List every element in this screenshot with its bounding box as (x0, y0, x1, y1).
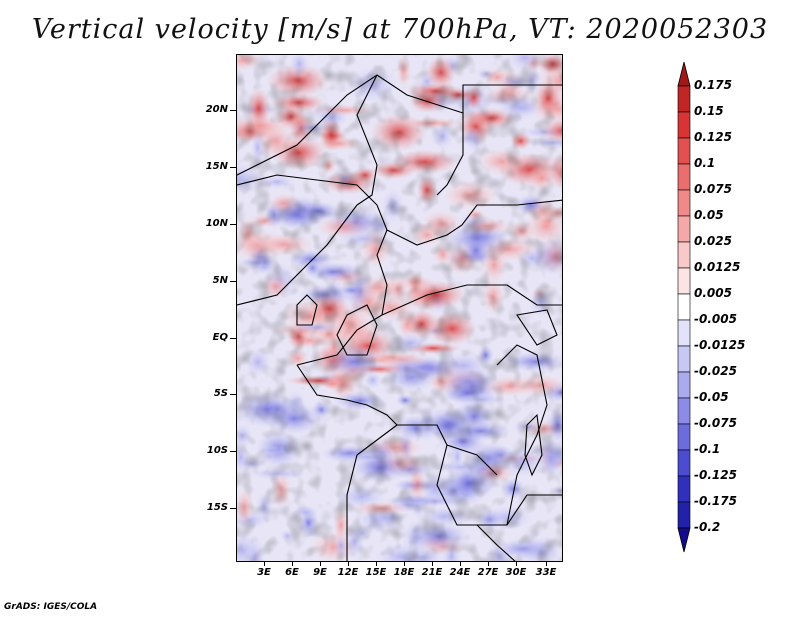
colorbar-label: -0.175 (694, 494, 737, 508)
colorbar-label: 0.175 (694, 78, 732, 92)
lat-tick (230, 224, 236, 225)
lat-tick (230, 451, 236, 452)
border-line (356, 74, 378, 206)
field-texture (237, 55, 562, 561)
colorbar-label: -0.005 (694, 312, 737, 326)
lon-label: 12E (337, 567, 359, 578)
colorbar-label: -0.0125 (694, 338, 746, 352)
border-line (476, 524, 516, 561)
colorbar-label: -0.2 (694, 520, 721, 534)
lon-label: 9E (313, 567, 327, 578)
lon-tick (432, 561, 433, 566)
lat-label: 15N (205, 161, 228, 172)
colorbar-bin (677, 137, 691, 165)
lon-label: 33E (535, 567, 557, 578)
colorbar-bin (677, 397, 691, 425)
colorbar-label: 0.0125 (694, 260, 741, 274)
border-line (296, 364, 498, 476)
lon-label: 15E (365, 567, 387, 578)
lon-tick (264, 561, 265, 566)
lat-label: 5N (212, 275, 228, 286)
border-line (462, 84, 562, 113)
lon-label: 30E (505, 567, 527, 578)
colorbar-label: -0.1 (694, 442, 721, 456)
lon-tick (404, 561, 405, 566)
lat-label: EQ (212, 332, 228, 343)
vertical-velocity-field (237, 55, 562, 561)
lon-tick (376, 561, 377, 566)
lon-label: 6E (285, 567, 299, 578)
lon-label: 27E (477, 567, 499, 578)
lat-label: 20N (205, 104, 228, 115)
colorbar-label: 0.05 (694, 208, 724, 222)
colorbar-bin (677, 423, 691, 451)
colorbar-bin (677, 111, 691, 139)
colorbar-bin (677, 449, 691, 477)
lon-tick (348, 561, 349, 566)
lon-tick (320, 561, 321, 566)
colorbar-bin (677, 475, 691, 503)
lat-label: 10S (206, 445, 228, 456)
lon-tick (460, 561, 461, 566)
map-panel[interactable] (236, 54, 563, 562)
colorbar-bin (677, 215, 691, 243)
lat-tick (230, 167, 236, 168)
colorbar-bin (677, 501, 691, 529)
colorbar-label: 0.075 (694, 182, 732, 196)
lon-tick (546, 561, 547, 566)
colorbar-bin (677, 163, 691, 191)
lon-tick (488, 561, 489, 566)
lat-tick (230, 508, 236, 509)
colorbar-bin (677, 345, 691, 373)
lon-label: 24E (449, 567, 471, 578)
colorbar-bin (677, 85, 691, 113)
lon-tick (292, 561, 293, 566)
colorbar-bin (677, 319, 691, 347)
colorbar-label: -0.125 (694, 468, 737, 482)
border-line (237, 74, 464, 196)
colorbar-bin (677, 267, 691, 295)
lon-label: 3E (257, 567, 271, 578)
lat-tick (230, 281, 236, 282)
colorbar-bin (677, 241, 691, 269)
lon-label: 21E (421, 567, 443, 578)
colorbar-bin (677, 371, 691, 399)
lon-label: 18E (393, 567, 415, 578)
colorbar-label: -0.025 (694, 364, 737, 378)
border-line (346, 424, 398, 561)
border-line (237, 174, 388, 231)
colorbar-label: 0.15 (694, 104, 724, 118)
lat-tick (230, 110, 236, 111)
colorbar-label: 0.125 (694, 130, 732, 144)
border-line (516, 309, 558, 346)
lat-label: 5S (213, 388, 228, 399)
colorbar-min-arrow (677, 527, 691, 553)
border-line (237, 204, 358, 306)
border-line (496, 344, 548, 526)
lat-tick (230, 338, 236, 339)
country-borders (237, 74, 562, 561)
lat-label: 15S (206, 502, 228, 513)
colorbar-label: 0.005 (694, 286, 732, 300)
border-line (436, 444, 562, 526)
colorbar-bin (677, 293, 691, 321)
chart-title: Vertical velocity [m/s] at 700hPa, VT: 2… (31, 14, 769, 45)
border-line (296, 294, 318, 326)
grads-credit: GrADS: IGES/COLA (4, 602, 98, 612)
lat-tick (230, 394, 236, 395)
colorbar-label: -0.05 (694, 390, 729, 404)
border-line (381, 284, 562, 316)
colorbar-max-arrow (677, 61, 691, 87)
border-line (524, 413, 543, 477)
colorbar-label: 0.1 (694, 156, 716, 170)
border-line (386, 199, 562, 246)
lat-label: 10N (205, 218, 228, 229)
lon-tick (516, 561, 517, 566)
colorbar (677, 61, 691, 553)
border-line (336, 304, 378, 356)
colorbar-label: 0.025 (694, 234, 732, 248)
colorbar-bin (677, 189, 691, 217)
colorbar-label: -0.075 (694, 416, 737, 430)
